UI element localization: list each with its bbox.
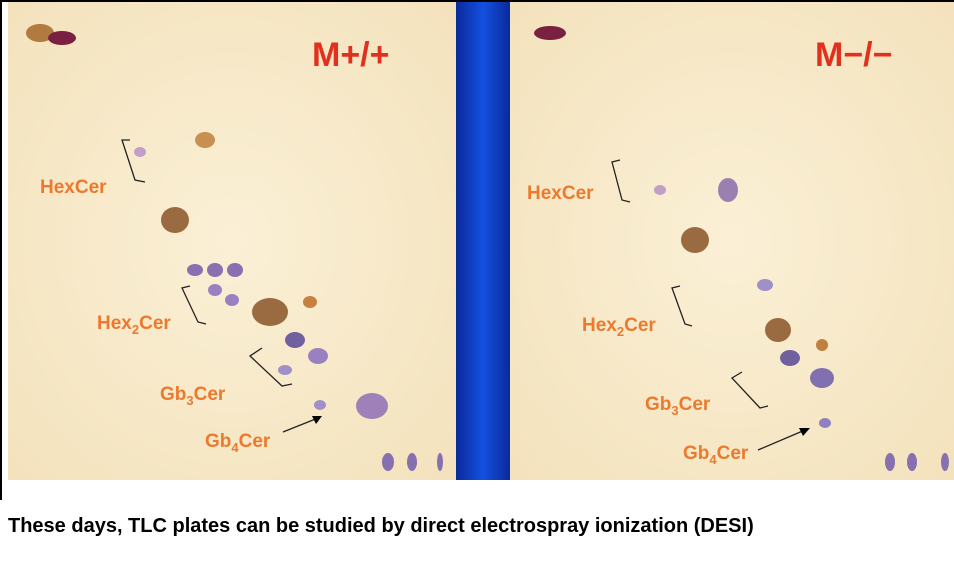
label-text: Cer — [239, 431, 271, 452]
label-subscript: 3 — [186, 393, 193, 408]
label-text: Cer — [194, 384, 226, 405]
lipid-label: Gb4Cer — [683, 443, 749, 467]
spots — [26, 24, 949, 471]
divider — [456, 2, 510, 480]
label-subscript: 4 — [709, 452, 717, 467]
lipid-label: Hex2Cer — [97, 313, 171, 337]
label-text: Cer — [139, 313, 171, 334]
brackets — [121, 139, 810, 451]
lipid-label: HexCer — [527, 183, 594, 204]
label-subscript: 2 — [132, 322, 139, 337]
label-subscript: 4 — [231, 440, 239, 455]
label-text: HexCer — [527, 183, 594, 204]
caption: These days, TLC plates can be studied by… — [8, 515, 754, 537]
label-text: Cer — [717, 443, 749, 464]
panel-title: M−/− — [815, 36, 892, 74]
label-text: HexCer — [40, 177, 107, 198]
lipid-label: Gb3Cer — [160, 384, 226, 408]
lipid-label: Hex2Cer — [582, 315, 656, 339]
label-text: Gb — [160, 384, 186, 405]
lipid-label: HexCer — [40, 177, 107, 198]
label-text: Cer — [679, 394, 711, 415]
label-text: Hex — [97, 313, 132, 334]
label-text: Gb — [683, 443, 709, 464]
lipid-label: Gb4Cer — [205, 431, 271, 455]
label-text: Hex — [582, 315, 617, 336]
label-text: Gb — [205, 431, 231, 452]
label-subscript: 3 — [671, 403, 678, 418]
label-text: Cer — [624, 315, 656, 336]
tlc-plate — [510, 2, 954, 480]
label-text: Gb — [645, 394, 671, 415]
label-subscript: 2 — [617, 324, 624, 339]
lipid-label: Gb3Cer — [645, 394, 711, 418]
panel-title: M+/+ — [312, 36, 389, 74]
